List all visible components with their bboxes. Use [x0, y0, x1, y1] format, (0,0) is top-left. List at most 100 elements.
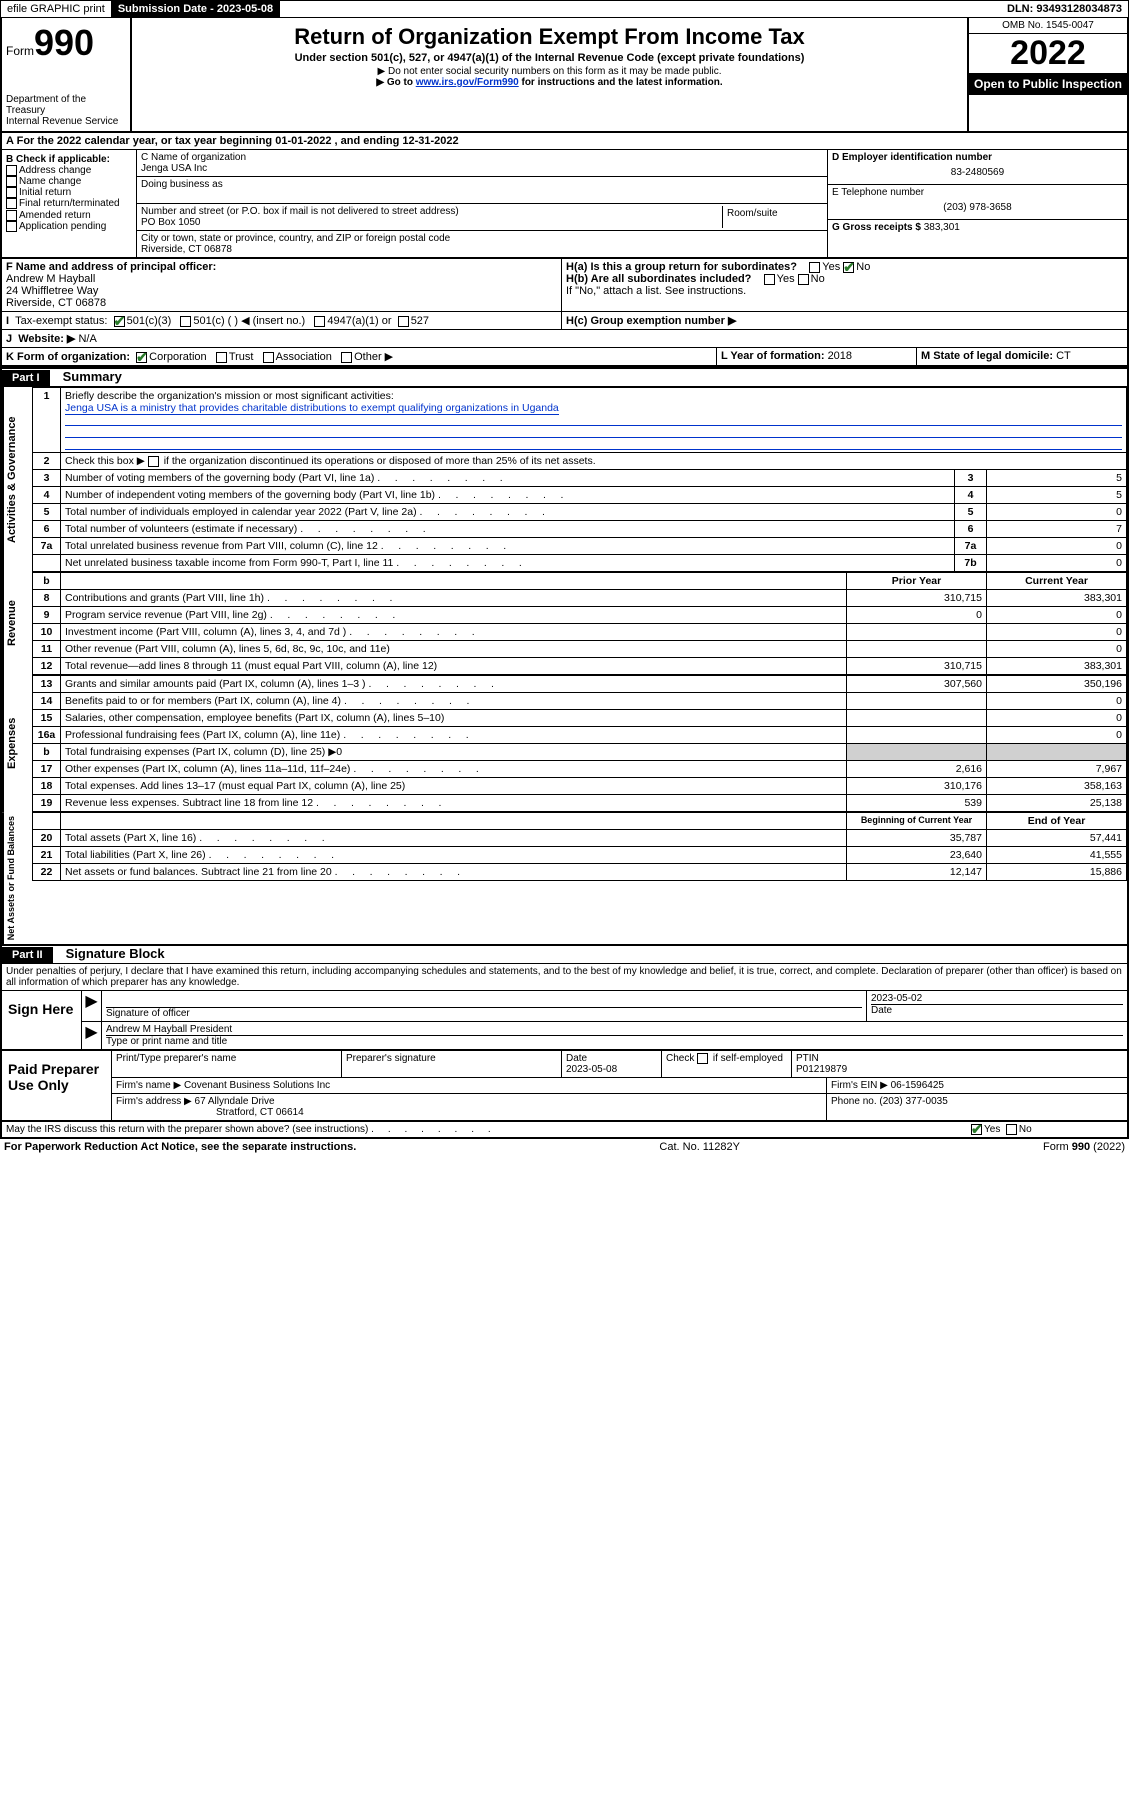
- subdate-label: Submission Date -: [118, 3, 217, 15]
- discuss-yes[interactable]: [971, 1124, 982, 1135]
- entity-block: B Check if applicable: Address change Na…: [0, 150, 1129, 259]
- paid-label: Paid Preparer Use Only: [2, 1051, 112, 1120]
- part2-label: Part II: [2, 947, 53, 963]
- subtitle-1: Under section 501(c), 527, or 4947(a)(1)…: [140, 52, 959, 64]
- chk-527[interactable]: [398, 316, 409, 327]
- sig-officer-label: Signature of officer: [106, 1007, 862, 1019]
- chk-trust[interactable]: [216, 352, 227, 363]
- website-val: N/A: [78, 333, 96, 345]
- chk-501c3[interactable]: [114, 316, 125, 327]
- tax-year: 2022: [969, 34, 1127, 73]
- summary-exp-table: 13Grants and similar amounts paid (Part …: [32, 675, 1127, 812]
- chk-final[interactable]: [6, 198, 17, 209]
- officer-name: Andrew M Hayball: [6, 273, 557, 285]
- subdate: 2023-05-08: [217, 3, 273, 15]
- 527: 527: [411, 315, 429, 327]
- goto-pre: Go to: [387, 77, 416, 88]
- box-l-label: L Year of formation:: [721, 350, 828, 362]
- dept-treasury: Department of the Treasury: [6, 94, 126, 116]
- form-header: Form990 Department of the Treasury Inter…: [0, 18, 1129, 133]
- prep-date: 2023-05-08: [566, 1064, 617, 1075]
- gross-val: 383,301: [924, 222, 960, 233]
- 4947: 4947(a)(1) or: [327, 315, 391, 327]
- chk-final-label: Final return/terminated: [19, 199, 120, 210]
- sig-name-label: Type or print name and title: [106, 1035, 1123, 1047]
- firm-name: Covenant Business Solutions Inc: [184, 1080, 330, 1091]
- box-j-label: Website: ▶: [18, 333, 75, 345]
- org-name: Jenga USA Inc: [141, 163, 823, 174]
- period-mid: , and ending: [331, 135, 402, 147]
- 501c3: 501(c)(3): [127, 315, 172, 327]
- chk-amended[interactable]: [6, 210, 17, 221]
- 501c: 501(c) ( ) ◀ (insert no.): [193, 315, 305, 327]
- domicile: CT: [1056, 350, 1071, 362]
- chk-pending[interactable]: [6, 221, 17, 232]
- box-d-label: D Employer identification number: [832, 152, 1123, 163]
- year-formation: 2018: [828, 350, 852, 362]
- vlabel-exp: Expenses: [2, 675, 32, 812]
- dln: 93493128034873: [1036, 3, 1122, 15]
- sign-arrow-icon-2: ▶: [82, 1022, 102, 1049]
- penalty-text: Under penalties of perjury, I declare th…: [0, 964, 1129, 990]
- chk-501c[interactable]: [180, 316, 191, 327]
- chk-namechange-label: Name change: [19, 176, 81, 187]
- addr-label: Number and street (or P.O. box if mail i…: [141, 206, 722, 217]
- chk-pending-label: Application pending: [19, 221, 106, 232]
- hc-label: H(c) Group exemption number ▶: [566, 315, 736, 327]
- q1-label: Briefly describe the organization's miss…: [65, 390, 394, 402]
- q2: Check this box ▶ if the organization dis…: [65, 455, 596, 467]
- box-e-label: E Telephone number: [832, 187, 1123, 198]
- hb-label: H(b) Are all subordinates included?: [566, 273, 751, 285]
- box-c-name-label: C Name of organization: [141, 152, 823, 163]
- dba-label: Doing business as: [141, 179, 823, 190]
- col-curr: Current Year: [987, 573, 1127, 590]
- firm-phone-label: Phone no.: [831, 1096, 879, 1107]
- vlabel-rev: Revenue: [2, 572, 32, 675]
- chk-address[interactable]: [6, 165, 17, 176]
- period-pre: For the 2022 calendar year, or tax year …: [17, 135, 276, 147]
- ha-label: H(a) Is this a group return for subordin…: [566, 261, 797, 273]
- firm-phone: (203) 377-0035: [879, 1096, 947, 1107]
- col-beg: Beginning of Current Year: [847, 813, 987, 830]
- chk-discontinued[interactable]: [148, 456, 159, 467]
- hb-note: If "No," attach a list. See instructions…: [566, 285, 1123, 297]
- form-title: Return of Organization Exempt From Incom…: [140, 24, 959, 50]
- q1-val: Jenga USA is a ministry that provides ch…: [65, 402, 559, 415]
- officer-addr2: Riverside, CT 06878: [6, 297, 557, 309]
- hb-yes[interactable]: [764, 274, 775, 285]
- footer-mid: Cat. No. 11282Y: [659, 1141, 740, 1153]
- part1-title: Summary: [53, 369, 122, 384]
- discuss-no[interactable]: [1006, 1124, 1017, 1135]
- ein-val: 83-2480569: [832, 163, 1123, 182]
- sig-date: 2023-05-02: [871, 993, 1123, 1004]
- box-g-label: G Gross receipts $: [832, 222, 924, 233]
- goto-post: for instructions and the latest informat…: [519, 77, 723, 88]
- chk-assoc[interactable]: [263, 352, 274, 363]
- irs-label: Internal Revenue Service: [6, 116, 126, 127]
- prep-check: Check if self-employed: [666, 1053, 783, 1064]
- ha-no[interactable]: [843, 262, 854, 273]
- sig-name: Andrew M Hayball President: [106, 1024, 1123, 1035]
- firm-addr2: Stratford, CT 06614: [116, 1107, 304, 1118]
- part1-label: Part I: [2, 370, 50, 386]
- irs-link[interactable]: www.irs.gov/Form990: [416, 77, 519, 88]
- chk-corp[interactable]: [136, 352, 147, 363]
- chk-4947[interactable]: [314, 316, 325, 327]
- hb-no[interactable]: [798, 274, 809, 285]
- box-m-label: M State of legal domicile:: [921, 350, 1056, 362]
- chk-other[interactable]: [341, 352, 352, 363]
- firm-addr-label: Firm's address ▶: [116, 1096, 195, 1107]
- vlabel-gov: Activities & Governance: [2, 387, 32, 572]
- open-inspection: Open to Public Inspection: [969, 73, 1127, 95]
- omb-number: OMB No. 1545-0047: [969, 18, 1127, 34]
- ha-yes[interactable]: [809, 262, 820, 273]
- box-b-label: B Check if applicable:: [6, 154, 132, 165]
- chk-self-employed[interactable]: [697, 1053, 708, 1064]
- firm-addr1: 67 Allyndale Drive: [195, 1096, 275, 1107]
- summary-gov-table: 1 Briefly describe the organization's mi…: [32, 387, 1127, 572]
- chk-namechange[interactable]: [6, 176, 17, 187]
- form-number: 990: [34, 22, 94, 63]
- col-prior: Prior Year: [847, 573, 987, 590]
- period-end: 12-31-2022: [402, 135, 458, 147]
- chk-initial[interactable]: [6, 187, 17, 198]
